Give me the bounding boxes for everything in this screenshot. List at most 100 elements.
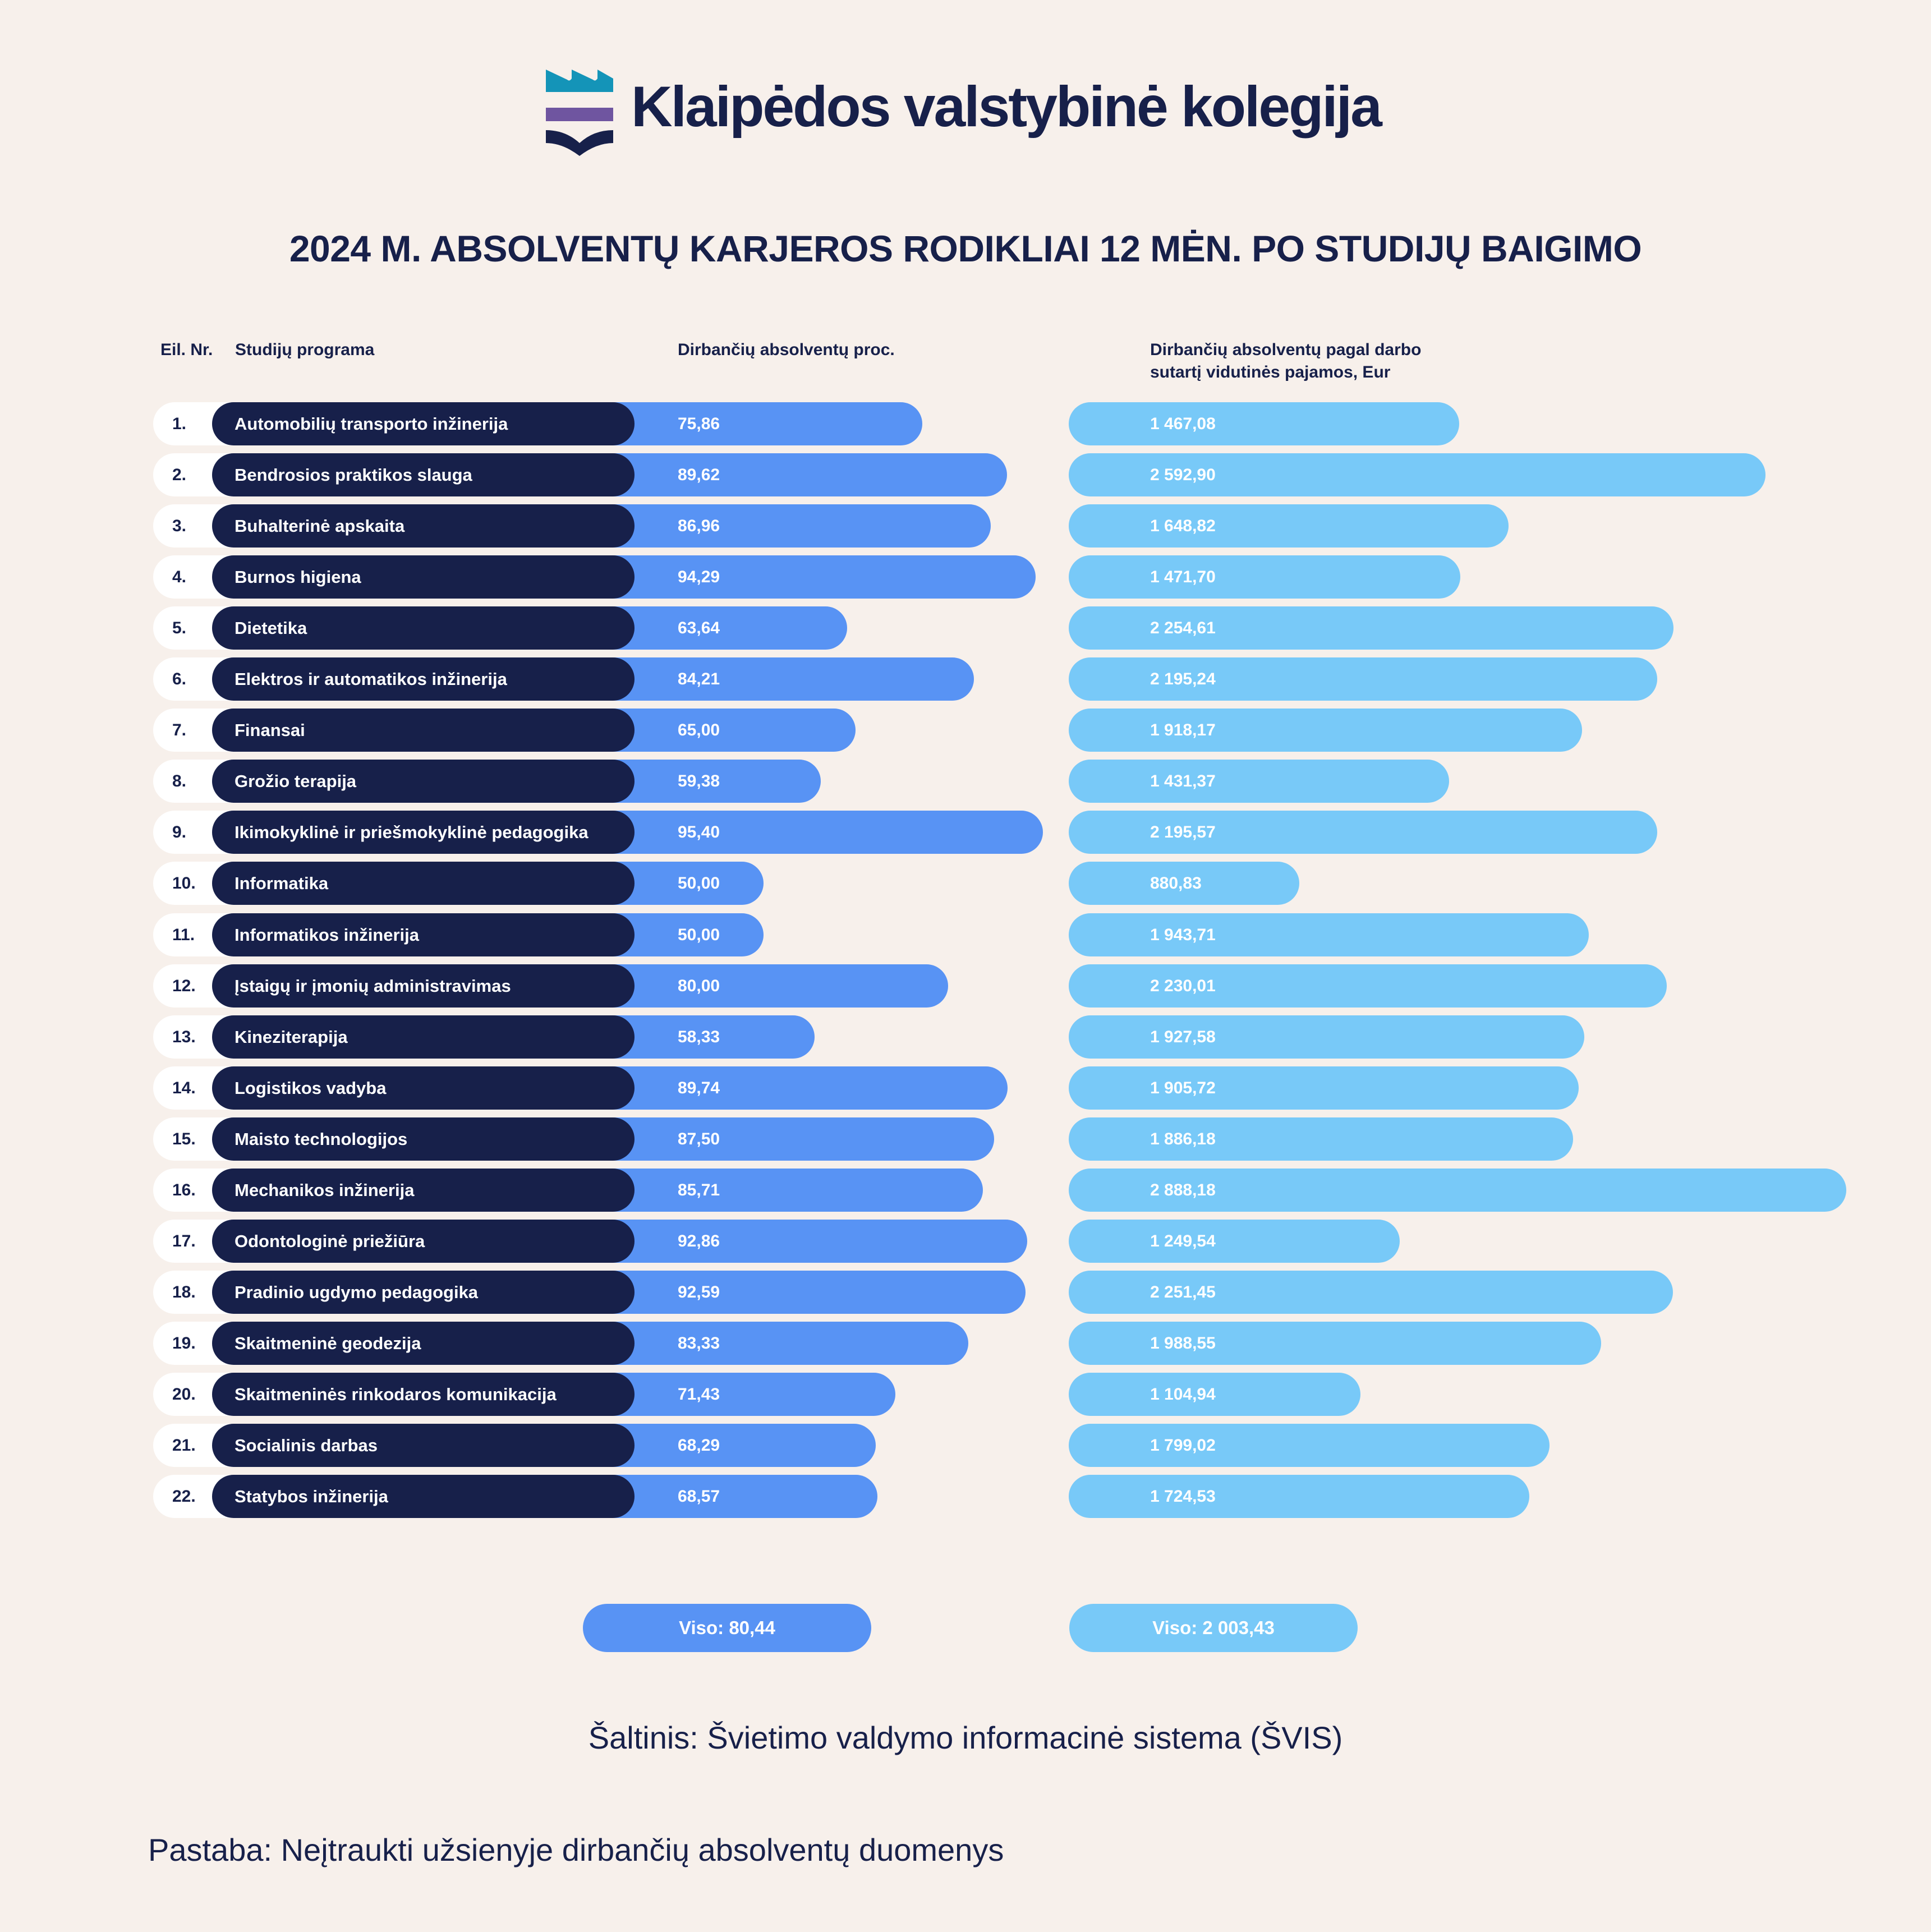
table-row: 13. Kineziterapija 58,33 1 927,58 bbox=[0, 1015, 1931, 1059]
program-name-pill: Odontologinė priežiūra bbox=[212, 1219, 635, 1263]
program-name: Burnos higiena bbox=[235, 567, 361, 587]
program-name: Maisto technologijos bbox=[235, 1129, 408, 1149]
percent-bar bbox=[561, 811, 1043, 854]
percent-value-label: 94,29 bbox=[678, 568, 720, 587]
percent-value-label: 68,57 bbox=[678, 1487, 720, 1506]
program-name: Finansai bbox=[235, 720, 305, 740]
program-name-pill: Mechanikos inžinerija bbox=[212, 1168, 635, 1212]
income-bar bbox=[1069, 1066, 1579, 1110]
percent-bar bbox=[561, 1270, 1026, 1314]
logo-stripe bbox=[546, 108, 613, 121]
table-row: 4. Burnos higiena 94,29 1 471,70 bbox=[0, 555, 1931, 599]
program-name: Socialinis darbas bbox=[235, 1436, 378, 1455]
program-name-pill: Skaitmeninė geodezija bbox=[212, 1321, 635, 1365]
row-number: 13. bbox=[172, 1027, 196, 1046]
income-value-label: 1 104,94 bbox=[1150, 1384, 1216, 1404]
row-number: 3. bbox=[172, 517, 187, 536]
table-row: 12. Įstaigų ir įmonių administravimas 80,0… bbox=[0, 964, 1931, 1008]
column-header-program: Studijų programa bbox=[235, 341, 375, 359]
income-bar bbox=[1069, 1117, 1574, 1161]
program-name: Kineziterapija bbox=[235, 1027, 348, 1047]
income-bar bbox=[1069, 811, 1658, 854]
row-number: 21. bbox=[172, 1436, 196, 1455]
table-row: 18. Pradinio ugdymo pedagogika 92,59 2 251,… bbox=[0, 1270, 1931, 1314]
percent-value-label: 71,43 bbox=[678, 1384, 720, 1404]
row-number: 6. bbox=[172, 670, 187, 689]
row-number: 9. bbox=[172, 823, 187, 842]
income-bar bbox=[1069, 1270, 1673, 1314]
program-name-pill: Statybos inžinerija bbox=[212, 1475, 635, 1519]
table-row: 11. Informatikos inžinerija 50,00 1 943,71 bbox=[0, 913, 1931, 956]
income-bar bbox=[1069, 1372, 1360, 1416]
income-bar bbox=[1069, 1475, 1529, 1519]
program-name-pill: Finansai bbox=[212, 709, 635, 752]
income-bar bbox=[1069, 1424, 1550, 1467]
percent-value-label: 50,00 bbox=[678, 925, 720, 944]
income-value-label: 1 988,55 bbox=[1150, 1333, 1216, 1353]
row-number: 20. bbox=[172, 1384, 196, 1404]
income-value-label: 1 471,70 bbox=[1150, 568, 1216, 587]
program-name-pill: Grožio terapija bbox=[212, 760, 635, 803]
table-row: 8. Grožio terapija 59,38 1 431,37 bbox=[0, 760, 1931, 803]
footnote: Pastaba: Neįtraukti užsienyje dirbančių … bbox=[148, 1832, 1004, 1867]
row-number: 5. bbox=[172, 619, 187, 638]
table-row: 15. Maisto technologijos 87,50 1 886,18 bbox=[0, 1117, 1931, 1161]
column-header-income: Dirbančių absolventų pagal darbo sutartį… bbox=[1150, 339, 1421, 384]
percent-value-label: 92,59 bbox=[678, 1282, 720, 1301]
income-value-label: 1 249,54 bbox=[1150, 1231, 1216, 1250]
program-name: Pradinio ugdymo pedagogika bbox=[235, 1282, 479, 1302]
income-value-label: 1 886,18 bbox=[1150, 1129, 1216, 1148]
program-name-pill: Automobilių transporto inžinerija bbox=[212, 402, 635, 445]
logo-waves bbox=[546, 70, 613, 92]
percent-value-label: 95,40 bbox=[678, 823, 720, 842]
income-bar bbox=[1069, 555, 1460, 599]
table-row: 14. Logistikos vadyba 89,74 1 905,72 bbox=[0, 1066, 1931, 1110]
program-name: Mechanikos inžinerija bbox=[235, 1180, 415, 1200]
percent-value-label: 59,38 bbox=[678, 772, 720, 791]
column-header-number: Eil. Nr. bbox=[160, 341, 213, 359]
income-value-label: 1 648,82 bbox=[1150, 517, 1216, 536]
column-header-income-line1: Dirbančių absolventų pagal darbo bbox=[1150, 341, 1422, 359]
row-number: 10. bbox=[172, 874, 196, 893]
source-note: Šaltinis: Švietimo valdymo informacinė s… bbox=[588, 1720, 1343, 1755]
table-row: 5. Dietetika 63,64 2 254,61 bbox=[0, 606, 1931, 650]
percent-value-label: 89,74 bbox=[678, 1078, 720, 1097]
program-name-pill: Kineziterapija bbox=[212, 1015, 635, 1059]
income-value-label: 2 195,24 bbox=[1150, 670, 1216, 689]
row-number: 18. bbox=[172, 1282, 196, 1301]
percent-value-label: 92,86 bbox=[678, 1231, 720, 1250]
percent-value-label: 68,29 bbox=[678, 1436, 720, 1455]
kvk-crest-icon bbox=[546, 70, 613, 156]
program-name: Skaitmeninės rinkodaros komunikacija bbox=[235, 1384, 557, 1404]
income-bar bbox=[1069, 709, 1582, 752]
program-name-pill: Elektros ir automatikos inžinerija bbox=[212, 657, 635, 701]
percent-bar bbox=[561, 1066, 1008, 1110]
total-income-badge: Viso: 2 003,43 bbox=[1069, 1604, 1358, 1652]
row-number: 2. bbox=[172, 466, 187, 485]
income-value-label: 880,83 bbox=[1150, 874, 1202, 893]
income-bar bbox=[1069, 453, 1766, 497]
program-name-pill: Informatika bbox=[212, 862, 635, 905]
percent-bar bbox=[561, 453, 1008, 497]
percent-value-label: 89,62 bbox=[678, 466, 720, 485]
income-value-label: 1 943,71 bbox=[1150, 925, 1216, 944]
income-value-label: 2 195,57 bbox=[1150, 823, 1216, 842]
chart-title: 2024 M. ABSOLVENTŲ KARJEROS RODIKLIAI 12… bbox=[289, 228, 1642, 269]
column-header-percent: Dirbančių absolventų proc. bbox=[678, 341, 895, 359]
table-row: 1. Automobilių transporto inžinerija 75,86… bbox=[0, 402, 1931, 445]
table-row: 19. Skaitmeninė geodezija 83,33 1 988,55 bbox=[0, 1321, 1931, 1365]
income-bar bbox=[1069, 1015, 1585, 1059]
table-row: 3. Buhalterinė apskaita 86,96 1 648,82 bbox=[0, 504, 1931, 548]
program-name-pill: Buhalterinė apskaita bbox=[212, 504, 635, 548]
program-name: Dietetika bbox=[235, 618, 307, 638]
row-number: 12. bbox=[172, 976, 196, 995]
program-name: Bendrosios praktikos slauga bbox=[235, 465, 472, 485]
income-value-label: 1 918,17 bbox=[1150, 721, 1216, 740]
program-name: Grožio terapija bbox=[235, 771, 357, 792]
income-value-label: 2 888,18 bbox=[1150, 1180, 1216, 1199]
row-number: 11. bbox=[172, 925, 195, 944]
program-name-pill: Maisto technologijos bbox=[212, 1117, 635, 1161]
income-value-label: 2 251,45 bbox=[1150, 1282, 1216, 1301]
income-bar bbox=[1069, 504, 1509, 548]
income-value-label: 2 230,01 bbox=[1150, 976, 1216, 995]
